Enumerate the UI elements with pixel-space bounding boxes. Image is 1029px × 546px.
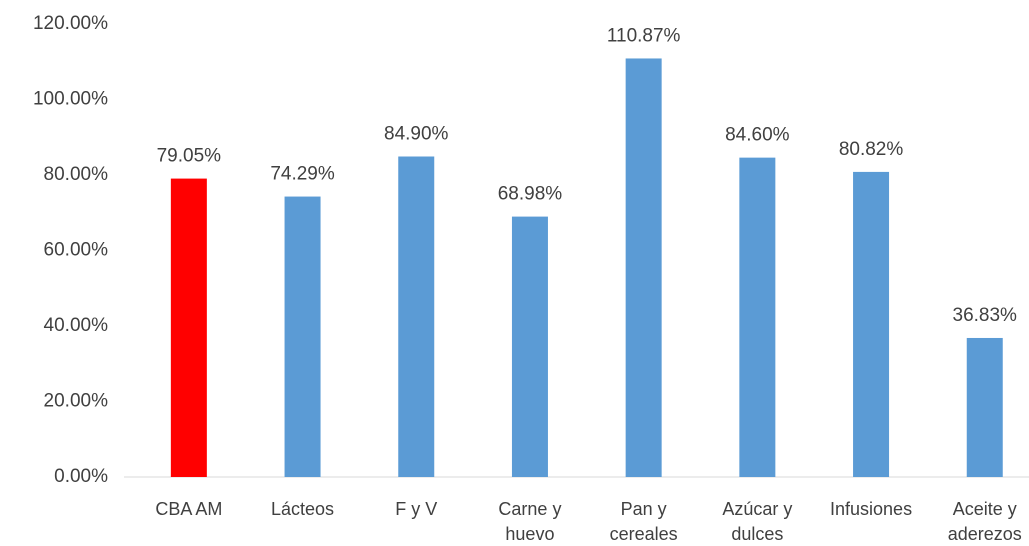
bar — [398, 156, 435, 477]
bar — [625, 58, 662, 477]
x-tick-label: Azúcar y dulces — [722, 499, 793, 544]
x-tick-label: Carne y huevo — [498, 499, 562, 544]
y-tick-label: 0.00% — [54, 466, 108, 487]
x-tick-label: F y V — [395, 499, 438, 519]
data-label: 84.90% — [384, 124, 449, 145]
data-label: 36.83% — [953, 305, 1018, 326]
y-tick-label: 20.00% — [44, 391, 109, 412]
x-tick-label: Lácteos — [271, 499, 335, 519]
y-tick-label: 40.00% — [44, 315, 109, 336]
y-tick-label: 120.00% — [33, 13, 108, 34]
bar — [511, 216, 548, 477]
x-tick-label: Infusiones — [830, 499, 913, 519]
y-tick-label: 60.00% — [44, 240, 109, 261]
x-tick-label: Aceite y aderezos — [947, 499, 1022, 544]
data-label: 80.82% — [839, 139, 904, 160]
y-tick-label: 80.00% — [44, 164, 109, 185]
data-label: 84.60% — [725, 125, 790, 146]
bar — [284, 196, 321, 478]
data-label: 110.87% — [607, 25, 681, 46]
bar — [739, 157, 776, 477]
bar — [853, 171, 890, 478]
data-label: 79.05% — [157, 146, 222, 167]
x-tick-label: Pan y cereales — [609, 499, 678, 544]
x-tick-label: CBA AM — [155, 499, 223, 519]
bar — [170, 178, 207, 477]
y-tick-label: 100.00% — [33, 89, 108, 110]
bar — [966, 337, 1003, 477]
data-label: 68.98% — [498, 184, 563, 205]
data-label: 74.29% — [270, 164, 335, 185]
